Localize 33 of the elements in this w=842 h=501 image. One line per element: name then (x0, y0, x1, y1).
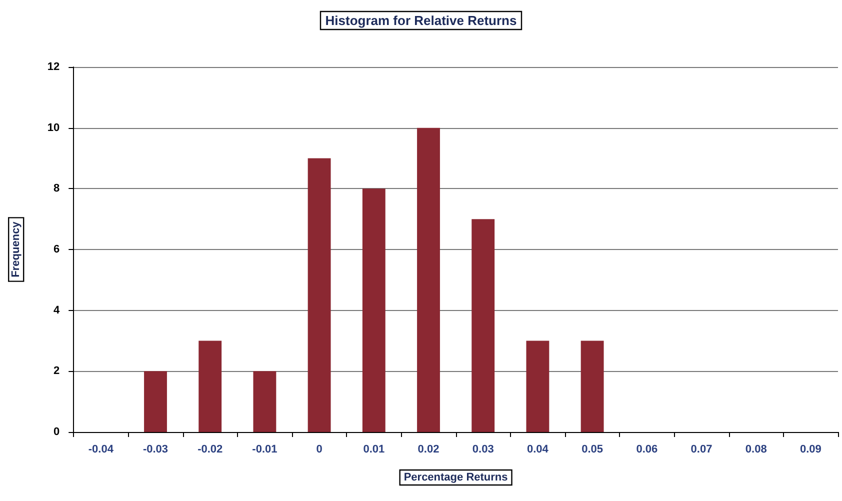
x-axis-title: Percentage Returns (404, 472, 508, 484)
chart-title: Histogram for Relative Returns (325, 13, 517, 28)
y-tick-label: 0 (53, 426, 60, 438)
y-tick-label: 10 (47, 122, 60, 134)
x-tick-label: 0.09 (800, 444, 822, 456)
x-tick-label: 0.02 (418, 444, 440, 456)
y-axis-title: Frequency (10, 220, 22, 278)
bar (144, 371, 167, 432)
bar (417, 128, 440, 432)
x-tick-label: 0.06 (636, 444, 658, 456)
x-tick-label: 0.03 (472, 444, 494, 456)
bar (526, 340, 550, 432)
bar (580, 340, 604, 432)
x-tick-label: -0.03 (142, 444, 168, 456)
x-tick-label: 0 (316, 444, 322, 456)
x-tick-label: -0.01 (252, 444, 278, 456)
x-tick-label: 0.05 (582, 444, 604, 456)
bar (253, 371, 276, 432)
y-tick-label: 6 (53, 244, 60, 256)
bar (308, 158, 331, 432)
y-tick-label: 12 (47, 61, 60, 73)
y-tick-label: 4 (53, 304, 60, 316)
bar (362, 188, 386, 432)
y-tick-label: 2 (53, 365, 60, 378)
x-tick-label: 0.04 (526, 444, 550, 456)
bar (198, 340, 222, 432)
x-tick-label: -0.04 (88, 444, 114, 456)
x-tick-label: 0.07 (690, 444, 712, 456)
x-tick-label: 0.01 (363, 444, 385, 456)
bar (472, 219, 495, 432)
x-tick-label: 0.08 (745, 444, 767, 456)
x-tick-label: -0.02 (198, 444, 223, 456)
y-tick-label: 8 (53, 182, 60, 195)
